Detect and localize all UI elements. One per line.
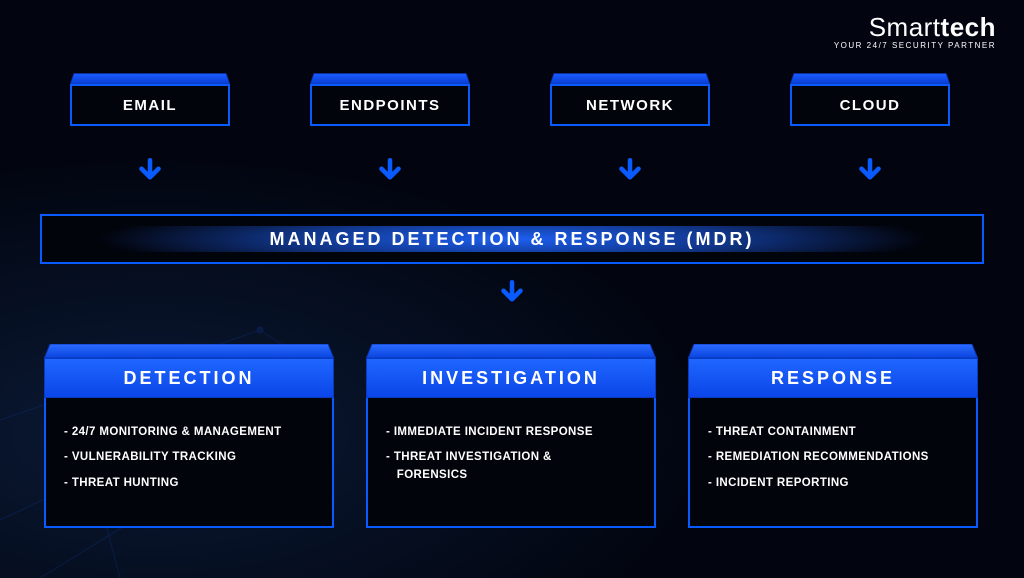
- source-label: EMAIL: [70, 84, 230, 126]
- card-body: - THREAT CONTAINMENT - REMEDIATION RECOM…: [688, 398, 978, 528]
- bullet-item: - INCIDENT REPORTING: [708, 475, 960, 492]
- mdr-bar: MANAGED DETECTION & RESPONSE (MDR): [40, 214, 984, 264]
- card-investigation: INVESTIGATION - IMMEDIATE INCIDENT RESPO…: [366, 336, 656, 528]
- bullet-item: - THREAT CONTAINMENT: [708, 424, 960, 441]
- mdr-title: MANAGED DETECTION & RESPONSE (MDR): [269, 229, 754, 250]
- source-box-endpoints: ENDPOINTS: [310, 68, 470, 126]
- bullet-item: - REMEDIATION RECOMMENDATIONS: [708, 449, 960, 466]
- card-body: - 24/7 MONITORING & MANAGEMENT - VULNERA…: [44, 398, 334, 528]
- card-title: RESPONSE: [688, 358, 978, 398]
- card-detection: DETECTION - 24/7 MONITORING & MANAGEMENT…: [44, 336, 334, 528]
- arrow-down-icon: [613, 156, 647, 190]
- source-box-cloud: CLOUD: [790, 68, 950, 126]
- arrow-down-icon: [133, 156, 167, 190]
- bullet-item: - THREAT HUNTING: [64, 475, 316, 492]
- arrow-down-icon: [495, 278, 529, 312]
- card-response: RESPONSE - THREAT CONTAINMENT - REMEDIAT…: [688, 336, 978, 528]
- card-title: INVESTIGATION: [366, 358, 656, 398]
- diagram-stage: EMAIL ENDPOINTS NETWORK CLOUD MANAGED DE…: [0, 0, 1024, 578]
- source-label: CLOUD: [790, 84, 950, 126]
- source-box-network: NETWORK: [550, 68, 710, 126]
- bullet-item: - VULNERABILITY TRACKING: [64, 449, 316, 466]
- bullet-item: - IMMEDIATE INCIDENT RESPONSE: [386, 424, 638, 441]
- card-title: DETECTION: [44, 358, 334, 398]
- arrow-down-icon: [853, 156, 887, 190]
- bullet-item: - 24/7 MONITORING & MANAGEMENT: [64, 424, 316, 441]
- source-label: ENDPOINTS: [310, 84, 470, 126]
- arrow-down-icon: [373, 156, 407, 190]
- card-body: - IMMEDIATE INCIDENT RESPONSE - THREAT I…: [366, 398, 656, 528]
- source-box-email: EMAIL: [70, 68, 230, 126]
- bullet-item: - THREAT INVESTIGATION & FORENSICS: [386, 449, 638, 484]
- source-label: NETWORK: [550, 84, 710, 126]
